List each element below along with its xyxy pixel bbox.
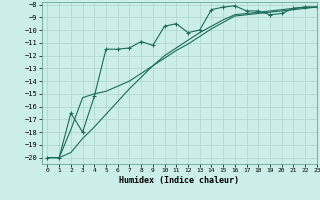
X-axis label: Humidex (Indice chaleur): Humidex (Indice chaleur) — [119, 176, 239, 185]
